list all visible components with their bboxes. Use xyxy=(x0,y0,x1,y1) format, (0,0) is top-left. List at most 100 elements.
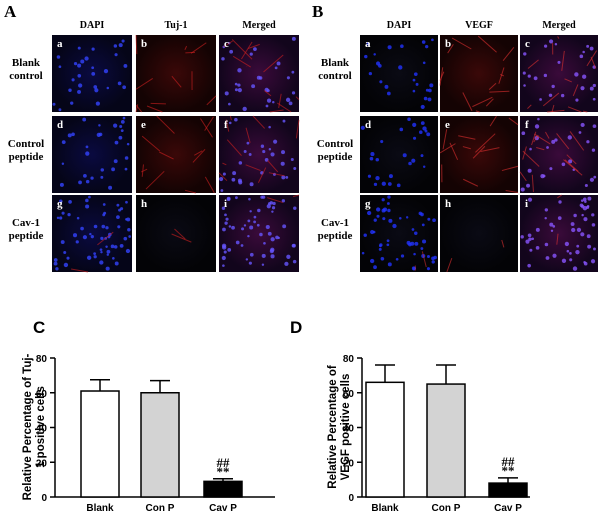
micrograph xyxy=(219,195,299,272)
nucleus xyxy=(367,174,372,178)
nucleus xyxy=(267,231,272,236)
nucleus xyxy=(253,220,257,224)
nucleus xyxy=(222,227,226,232)
fiber xyxy=(204,116,214,131)
column-header: VEGF xyxy=(465,20,493,31)
cell-letter: b xyxy=(445,38,451,50)
nucleus xyxy=(575,98,579,102)
nucleus xyxy=(527,197,533,202)
fiber xyxy=(439,71,445,81)
fiber xyxy=(257,167,267,183)
nucleus xyxy=(575,249,580,255)
nucleus xyxy=(292,243,296,248)
nucleus xyxy=(111,167,116,172)
nucleus xyxy=(557,216,562,220)
nucleus xyxy=(77,63,82,68)
nucleus xyxy=(527,168,532,173)
nucleus xyxy=(364,54,368,59)
nucleus xyxy=(80,59,85,64)
nucleus xyxy=(53,258,58,262)
fiber xyxy=(586,50,598,67)
micrograph xyxy=(136,195,216,272)
nucleus xyxy=(120,119,125,124)
nucleus xyxy=(420,247,424,250)
column-header: Merged xyxy=(542,20,576,31)
panel-label: C xyxy=(33,318,45,337)
nucleus xyxy=(360,125,365,130)
nucleus xyxy=(245,258,249,261)
fiber xyxy=(269,109,284,113)
cell-letter: i xyxy=(224,198,227,210)
nucleus xyxy=(593,247,596,251)
nucleus xyxy=(100,175,104,179)
fiber xyxy=(519,171,527,182)
fiber xyxy=(463,178,479,187)
nucleus xyxy=(249,52,253,56)
nucleus xyxy=(80,226,84,231)
nucleus xyxy=(105,245,108,249)
nucleus xyxy=(373,53,376,56)
fiber xyxy=(278,93,282,109)
nucleus xyxy=(571,227,576,233)
fiber xyxy=(267,160,279,173)
nucleus xyxy=(582,197,587,202)
nucleus xyxy=(221,243,227,248)
bar xyxy=(488,482,528,498)
fiber xyxy=(245,127,251,143)
fiber xyxy=(502,46,515,62)
nucleus xyxy=(382,207,388,212)
fiber xyxy=(222,162,227,166)
nucleus xyxy=(61,140,66,145)
nucleus xyxy=(580,86,585,91)
nucleus xyxy=(425,88,429,92)
nucleus xyxy=(388,218,393,223)
nucleus xyxy=(420,154,424,158)
fiber xyxy=(561,50,565,71)
bar xyxy=(80,390,120,498)
fiber xyxy=(439,143,456,154)
nucleus xyxy=(77,73,82,78)
nucleus xyxy=(573,213,577,218)
fiber xyxy=(462,92,473,112)
nucleus xyxy=(420,121,425,125)
nucleus xyxy=(265,104,269,108)
nucleus xyxy=(400,254,405,258)
nucleus xyxy=(269,249,274,254)
nucleus xyxy=(262,149,266,154)
fiber xyxy=(156,115,175,134)
nucleus xyxy=(557,60,561,64)
nucleus xyxy=(552,225,556,228)
nucleus xyxy=(527,74,531,78)
row-label: Control peptide xyxy=(7,138,45,163)
nucleus xyxy=(93,224,98,229)
fiber xyxy=(551,104,555,113)
nucleus xyxy=(533,76,538,81)
nucleus xyxy=(422,61,426,65)
nucleus xyxy=(551,84,555,89)
nucleus xyxy=(426,255,430,258)
nucleus xyxy=(422,239,427,244)
cell-letter: c xyxy=(224,38,229,50)
nucleus xyxy=(125,200,128,204)
column-header: DAPI xyxy=(80,20,105,31)
nucleus xyxy=(85,198,89,203)
panel-label: B xyxy=(312,2,323,21)
nucleus xyxy=(376,214,380,218)
nucleus xyxy=(220,189,224,192)
y-tick-label: 40 xyxy=(36,424,48,435)
fiber xyxy=(141,168,148,173)
nucleus xyxy=(127,227,131,232)
nucleus xyxy=(544,242,549,247)
nucleus xyxy=(114,140,119,145)
nucleus xyxy=(405,216,409,219)
nucleus xyxy=(537,117,540,121)
significance-marker: ## xyxy=(217,455,231,470)
nucleus xyxy=(94,88,99,93)
x-tick-label: Cav P xyxy=(209,503,237,514)
nucleus xyxy=(370,152,375,157)
nucleus xyxy=(272,100,275,104)
cell-letter: i xyxy=(525,198,528,210)
y-tick-label: 0 xyxy=(41,493,47,504)
nucleus xyxy=(414,231,418,236)
